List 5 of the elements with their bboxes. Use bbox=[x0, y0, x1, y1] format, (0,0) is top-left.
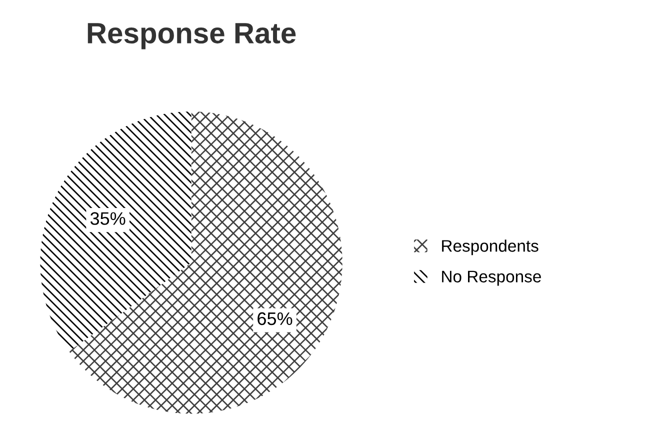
chart-title: Response Rate bbox=[88, 23, 296, 50]
data-label: 65% bbox=[258, 312, 292, 326]
legend-label: Respondents bbox=[442, 240, 538, 256]
legend-label: No Response bbox=[442, 270, 541, 286]
data-label: 35% bbox=[90, 212, 126, 225]
